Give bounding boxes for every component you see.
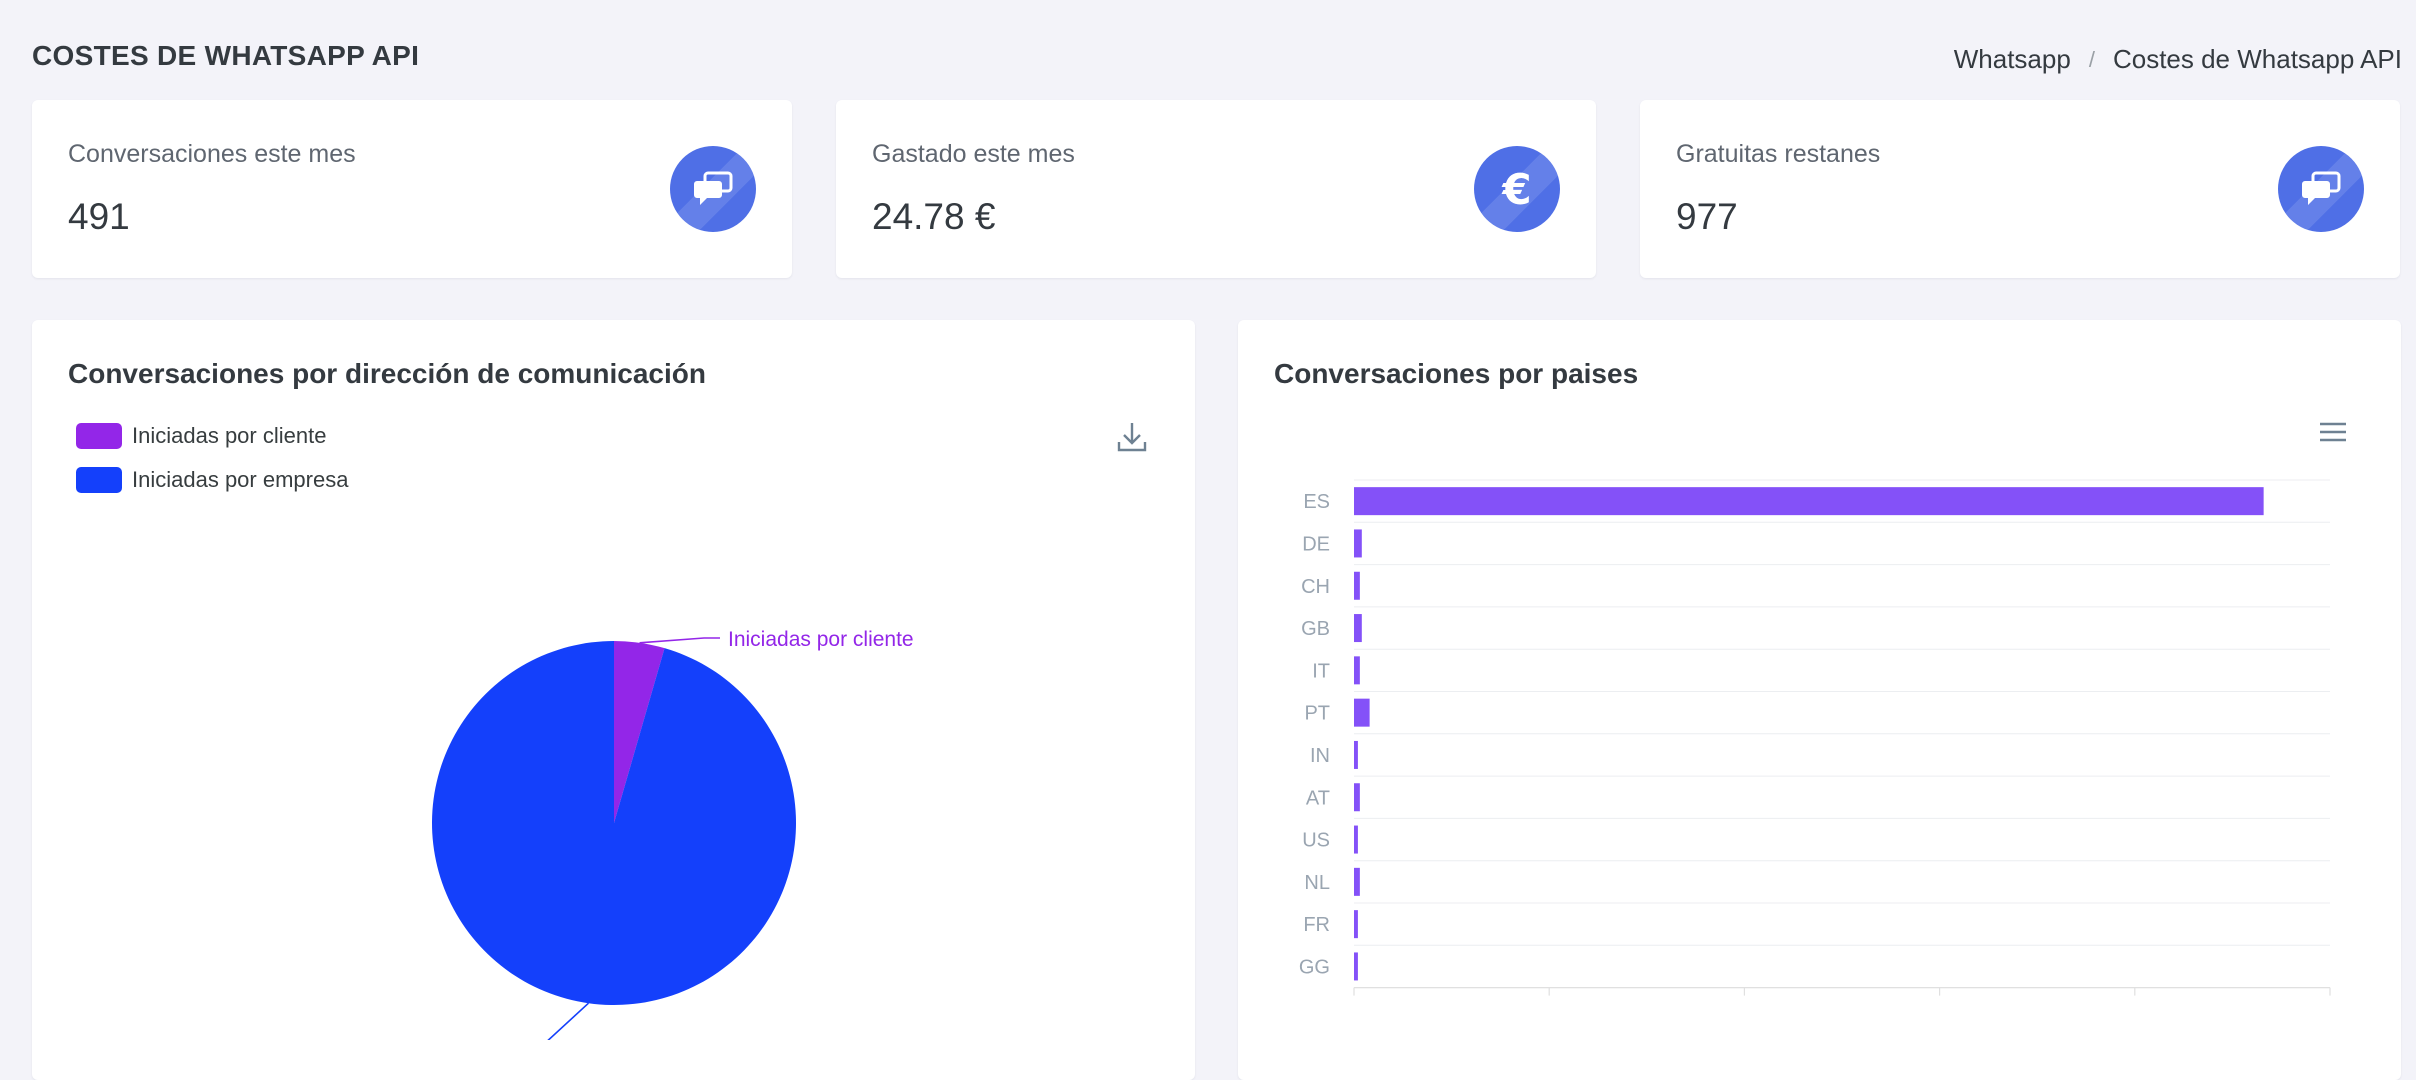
hamburger-menu-icon[interactable] (2318, 420, 2348, 449)
pie-data-label: Iniciadas por cliente (728, 628, 914, 651)
bar-ch (1354, 571, 1360, 600)
breadcrumb-item-whatsapp[interactable]: Whatsapp (1953, 44, 2071, 74)
x-tick-label: 300 (1922, 1008, 1957, 1010)
x-tick-label: 400 (2117, 1008, 2152, 1010)
breadcrumb-separator: / (2088, 46, 2095, 72)
chat-icon (2278, 146, 2364, 232)
euro-icon: € (1474, 146, 1560, 232)
y-category-label: GB (1301, 618, 1330, 640)
stat-card-spent: Gastado este mes 24.78 € € (836, 100, 1596, 278)
legend-label: Iniciadas por empresa (132, 467, 349, 492)
bar-gb (1354, 614, 1362, 643)
y-category-label: IN (1310, 745, 1330, 767)
x-tick-label: 100 (1532, 1008, 1567, 1010)
legend-item-company[interactable]: Iniciadas por empresa (76, 458, 348, 502)
x-tick-label: 500 (2312, 1008, 2347, 1010)
stat-value: 977 (1676, 196, 1738, 237)
y-category-label: ES (1303, 491, 1330, 513)
y-category-label: IT (1312, 660, 1330, 682)
stat-label: Conversaciones este mes (68, 140, 356, 168)
bar-gg (1354, 952, 1358, 981)
bar-it (1354, 656, 1360, 685)
y-category-label: FR (1303, 914, 1330, 936)
download-icon[interactable] (1116, 420, 1148, 459)
y-category-label: DE (1302, 533, 1330, 555)
y-category-label: AT (1306, 787, 1330, 809)
bar-us (1354, 825, 1358, 854)
legend-item-client[interactable]: Iniciadas por cliente (76, 414, 348, 458)
chat-icon (670, 146, 756, 232)
legend-swatch (76, 423, 122, 449)
pie-slice-1 (432, 641, 797, 1005)
stat-card-conversations: Conversaciones este mes 491 (32, 100, 792, 278)
stat-value: 491 (68, 196, 130, 237)
bar-nl (1354, 867, 1360, 896)
x-tick-label: 200 (1727, 1008, 1762, 1010)
breadcrumb-item-current: Costes de Whatsapp API (2112, 44, 2402, 74)
bar-chart: 0 100 200 300 400 500 ES DE CH GB IT PT IN AT US NL FR GG (1299, 479, 2348, 1010)
stat-value: 24.78 € (872, 196, 996, 237)
stat-label: Gratuitas restanes (1676, 140, 1881, 168)
card-title: Conversaciones por paises (1274, 358, 1639, 389)
legend-label: Iniciadas por cliente (132, 423, 327, 448)
breadcrumb: Whatsapp / Costes de Whatsapp API (1954, 44, 2402, 75)
bar-pt (1354, 698, 1370, 727)
y-category-label: US (1302, 830, 1330, 852)
bar-de (1354, 529, 1362, 558)
legend-swatch (76, 467, 122, 493)
card-title: Conversaciones por dirección de comunica… (68, 358, 706, 389)
pie-slice-0 (614, 641, 665, 823)
chart-legend: Iniciadas por cliente Iniciadas por empr… (76, 414, 348, 502)
pie-leader-line (547, 1002, 590, 1040)
y-category-label: CH (1301, 576, 1330, 598)
stat-label: Gastado este mes (872, 140, 1075, 168)
bar-in (1354, 740, 1358, 769)
stat-card-free-remaining: Gratuitas restanes 977 (1640, 100, 2400, 278)
bar-fr (1354, 910, 1358, 939)
x-tick-label: 0 (1348, 1008, 1360, 1010)
bar-at (1354, 783, 1360, 812)
pie-leader-line (639, 637, 720, 644)
y-category-label: PT (1304, 703, 1330, 725)
y-category-label: NL (1304, 872, 1330, 894)
countries-chart-card: Conversaciones por paises 0 100 200 300 400 5… (1238, 320, 2401, 1080)
bar-es (1354, 487, 2264, 516)
y-category-label: GG (1299, 956, 1330, 978)
page-title: COSTES DE WHATSAPP API (32, 40, 420, 71)
direction-chart-card: Conversaciones por dirección de comunica… (32, 320, 1195, 1080)
